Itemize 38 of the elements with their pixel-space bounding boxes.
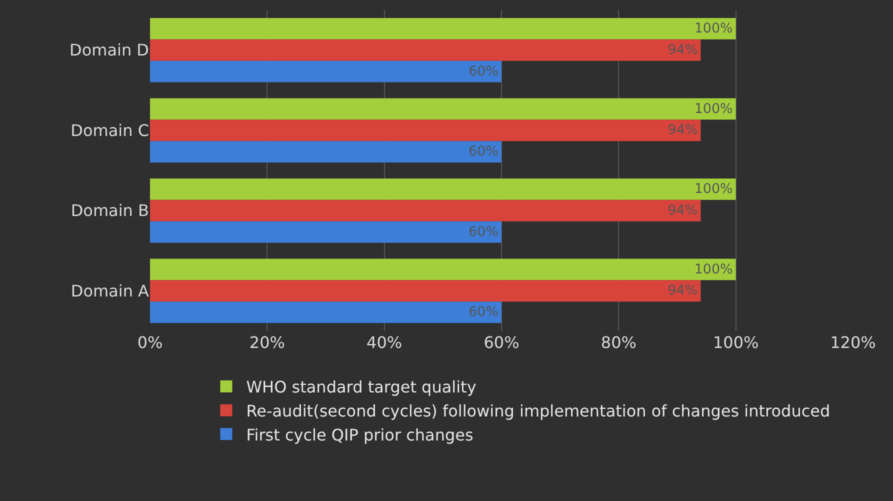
x-tick-label: 20% [249,333,285,352]
data-label: 60% [468,224,499,240]
data-label: 94% [668,123,698,138]
bar [150,120,701,142]
data-label: 60% [468,144,499,160]
x-tick-label: 80% [600,333,636,352]
x-tick-label: 60% [484,333,520,352]
x-tick-label: 0% [137,333,163,352]
y-tick-label: Domain B [70,201,149,220]
y-tick-label: Domain A [70,281,150,300]
x-tick-label: 100% [712,333,759,352]
legend-label: WHO standard target quality [246,378,476,397]
y-tick-label: Domain C [70,120,149,140]
data-label: 94% [668,42,698,58]
data-label: 94% [668,202,698,218]
bar [150,200,701,222]
data-label: 100% [694,261,734,278]
y-tick-label: Domain D [70,40,149,60]
x-tick-label: 40% [366,333,402,352]
bar [150,141,502,162]
bar [150,178,736,200]
data-label: 100% [694,181,734,198]
bar [150,98,736,120]
bar [150,39,701,61]
legend-label: First cycle QIP prior changes [246,425,474,444]
data-label: 60% [468,305,499,320]
data-label: 94% [668,282,698,299]
bar [150,60,502,82]
bar [150,280,701,302]
data-label: 100% [694,20,734,37]
bar [150,18,736,40]
data-label: 60% [468,64,499,80]
bar [150,302,502,323]
x-tick-label: 120% [830,333,876,352]
legend-label: Re-audit(second cycles) following implementation of changes introduced [246,401,830,420]
data-label: 100% [694,100,734,117]
bar [150,221,502,243]
bar [150,258,736,280]
